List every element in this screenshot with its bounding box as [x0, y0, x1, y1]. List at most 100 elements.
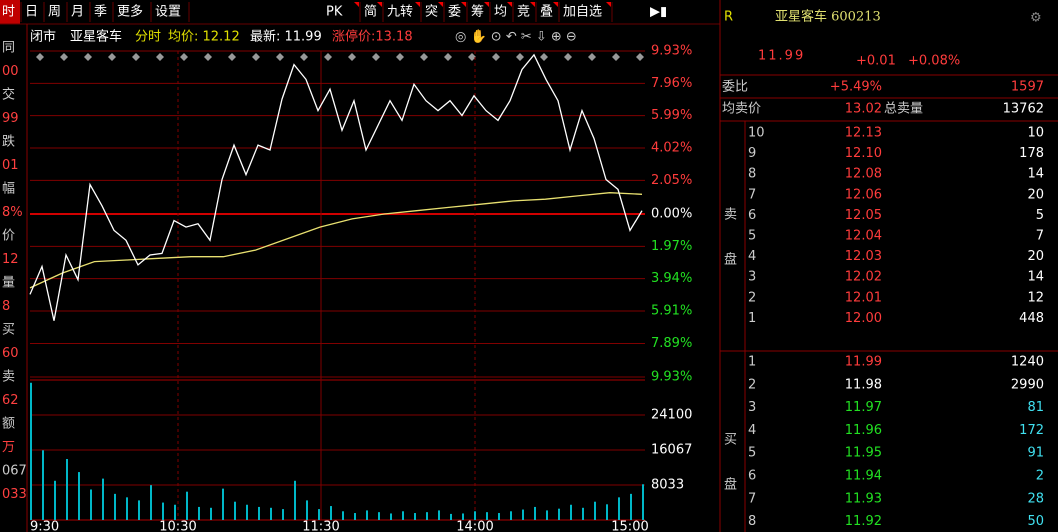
- volume-bar: [318, 509, 320, 520]
- tool-flag: [530, 2, 535, 7]
- sell-price: 12.08: [845, 167, 882, 182]
- toolbar-tab[interactable]: 周: [48, 5, 61, 20]
- volume-bar: [354, 513, 356, 520]
- volume-bar: [402, 511, 404, 520]
- avg-ask-label: 均卖价: [722, 102, 761, 117]
- volume-tick-label: 16067: [651, 442, 692, 457]
- marker-diamond: [516, 53, 524, 61]
- price-tick-label: 0.00%: [651, 207, 692, 222]
- toolbar-tab[interactable]: 更多: [117, 4, 143, 20]
- volume-bar: [438, 510, 440, 520]
- volume-bar: [78, 472, 80, 520]
- side-label: 量: [2, 276, 15, 291]
- buy-price: 11.93: [845, 491, 882, 506]
- buy-price: 11.94: [845, 469, 882, 484]
- volume-bar: [486, 512, 488, 520]
- marker-diamond: [492, 53, 500, 61]
- marker-diamond: [156, 53, 164, 61]
- sell-price: 12.04: [845, 229, 882, 244]
- sell-price: 12.00: [845, 311, 882, 326]
- badge: R: [724, 10, 733, 25]
- side-label: 067: [2, 464, 27, 479]
- volume-bar: [558, 508, 560, 520]
- tool-flag: [461, 2, 466, 7]
- sell-vol: 14: [1027, 167, 1044, 182]
- sell-vol: 448: [1019, 311, 1044, 326]
- toolbar-tab[interactable]: 季: [94, 5, 107, 20]
- volume-bar: [234, 501, 236, 520]
- marker-diamond: [372, 53, 380, 61]
- toolbar-tab[interactable]: 设置: [155, 5, 181, 20]
- toolbar-tool[interactable]: 竞: [517, 4, 530, 20]
- marker-diamond: [636, 53, 644, 61]
- toolbar-tool[interactable]: PK: [326, 5, 343, 20]
- volume-bar: [330, 506, 332, 520]
- volume-bar: [618, 497, 620, 520]
- toolbar-tool[interactable]: 突: [425, 4, 438, 20]
- side-label: 01: [2, 158, 19, 173]
- info-name: 亚星客车: [70, 29, 122, 45]
- volume-bar: [258, 506, 260, 520]
- play-icon[interactable]: ▶▮: [650, 5, 667, 20]
- marker-diamond: [60, 53, 68, 61]
- level: 1: [748, 311, 756, 326]
- marker-diamond: [588, 53, 596, 61]
- toolbar-tool[interactable]: 九转: [387, 5, 413, 20]
- price-tick-label: 5.99%: [651, 108, 692, 123]
- pct: +0.08%: [908, 54, 960, 69]
- volume-bar: [462, 513, 464, 520]
- sell-vol: 12: [1027, 290, 1044, 305]
- toolbar-tab[interactable]: 日: [25, 5, 38, 20]
- volume-bar: [306, 500, 308, 520]
- volume-bar: [606, 504, 608, 520]
- settings-icon[interactable]: ⚙: [1030, 11, 1042, 26]
- marker-diamond: [252, 53, 260, 61]
- toolbar-tool[interactable]: 叠: [540, 5, 553, 20]
- buy-price: 11.97: [845, 400, 882, 415]
- toolbar-tool[interactable]: 筹: [471, 4, 484, 20]
- toolbar-tool[interactable]: 加自选: [563, 5, 602, 20]
- level: 5: [748, 446, 756, 461]
- volume-bar: [162, 502, 164, 520]
- volume-bar: [210, 507, 212, 520]
- volume-bar: [102, 478, 104, 520]
- sell-price: 12.03: [845, 249, 882, 264]
- buy-vol: 28: [1027, 491, 1044, 506]
- total-ask-label: 总卖量: [884, 102, 923, 117]
- marker-diamond: [324, 53, 332, 61]
- side-label: 033: [2, 487, 27, 502]
- toolbar-tool[interactable]: 均: [494, 5, 507, 20]
- toolbar-tab[interactable]: 月: [71, 5, 84, 20]
- marker-diamond: [276, 53, 284, 61]
- buy-price: 11.96: [845, 423, 882, 438]
- buy-price: 11.98: [845, 377, 882, 392]
- volume-bar: [510, 511, 512, 520]
- x-tick-label: 10:30: [159, 520, 196, 532]
- sell-vol: 5: [1036, 208, 1044, 223]
- info-avg: 均价: 12.12: [168, 30, 240, 45]
- sell-vol: 20: [1027, 249, 1044, 264]
- price-tick-label: 9.93%: [651, 370, 692, 385]
- toolbar-tab[interactable]: 时: [2, 5, 15, 20]
- marker-diamond: [300, 53, 308, 61]
- toolbar-tool[interactable]: 简: [364, 4, 377, 20]
- level: 7: [748, 187, 756, 202]
- volume-bar: [342, 511, 344, 520]
- avg-line: [29, 192, 643, 289]
- side-label: 同: [2, 41, 15, 56]
- volume-bar: [498, 513, 500, 520]
- tool-icons[interactable]: ◎ ✋ ⊙ ↶ ✂ ⇩ ⊕ ⊖: [455, 29, 577, 45]
- x-tick-label: 15:00: [611, 520, 648, 532]
- side-title: 盘: [724, 477, 737, 493]
- info-mode: 分时: [135, 30, 161, 45]
- side-label: 万: [2, 440, 15, 455]
- side-label: 60: [2, 346, 19, 361]
- volume-bar: [174, 504, 176, 520]
- toolbar-tool[interactable]: 委: [448, 5, 461, 20]
- x-tick-label: 14:00: [456, 520, 493, 532]
- level: 2: [748, 290, 756, 305]
- volume-bar: [522, 509, 524, 520]
- volume-bar: [126, 497, 128, 520]
